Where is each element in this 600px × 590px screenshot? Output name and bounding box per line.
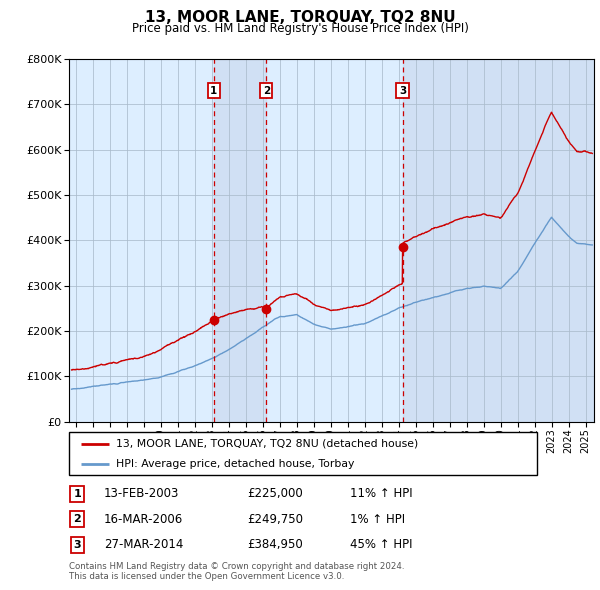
Text: 13, MOOR LANE, TORQUAY, TQ2 8NU: 13, MOOR LANE, TORQUAY, TQ2 8NU bbox=[145, 10, 455, 25]
Bar bbox=[214, 59, 266, 422]
Text: £225,000: £225,000 bbox=[247, 487, 302, 500]
Text: HPI: Average price, detached house, Torbay: HPI: Average price, detached house, Torb… bbox=[116, 459, 354, 469]
Text: 1% ↑ HPI: 1% ↑ HPI bbox=[350, 513, 405, 526]
Text: 11% ↑ HPI: 11% ↑ HPI bbox=[350, 487, 412, 500]
Text: This data is licensed under the Open Government Licence v3.0.: This data is licensed under the Open Gov… bbox=[69, 572, 344, 581]
Text: 1: 1 bbox=[74, 489, 81, 499]
Text: 27-MAR-2014: 27-MAR-2014 bbox=[104, 538, 184, 551]
Text: 2: 2 bbox=[74, 514, 81, 525]
Text: 45% ↑ HPI: 45% ↑ HPI bbox=[350, 538, 412, 551]
Bar bbox=[403, 59, 594, 422]
Text: £384,950: £384,950 bbox=[247, 538, 302, 551]
Text: 2: 2 bbox=[263, 86, 270, 96]
FancyBboxPatch shape bbox=[69, 432, 537, 475]
Text: 13, MOOR LANE, TORQUAY, TQ2 8NU (detached house): 13, MOOR LANE, TORQUAY, TQ2 8NU (detache… bbox=[116, 438, 418, 448]
Text: 1: 1 bbox=[210, 86, 217, 96]
Text: 13-FEB-2003: 13-FEB-2003 bbox=[104, 487, 179, 500]
Text: 3: 3 bbox=[399, 86, 406, 96]
Text: 3: 3 bbox=[74, 540, 81, 550]
Text: Contains HM Land Registry data © Crown copyright and database right 2024.: Contains HM Land Registry data © Crown c… bbox=[69, 562, 404, 571]
Text: Price paid vs. HM Land Registry's House Price Index (HPI): Price paid vs. HM Land Registry's House … bbox=[131, 22, 469, 35]
Text: £249,750: £249,750 bbox=[247, 513, 303, 526]
Text: 16-MAR-2006: 16-MAR-2006 bbox=[104, 513, 184, 526]
